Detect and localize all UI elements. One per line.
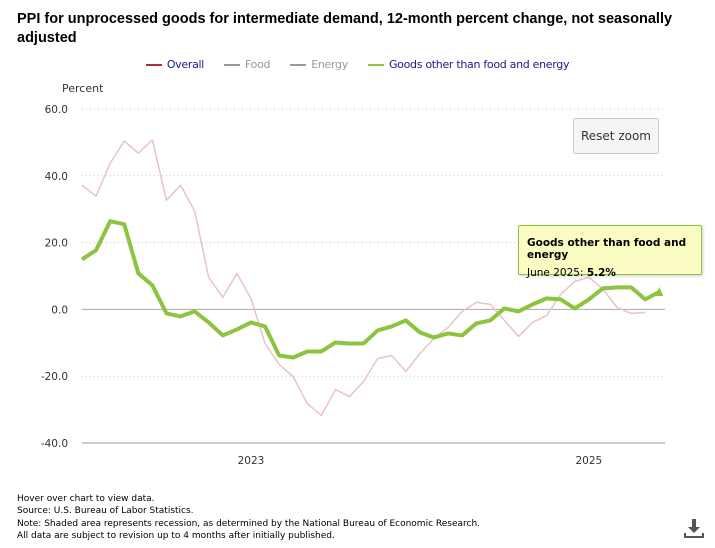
y-tick-label: 40.0 xyxy=(45,171,68,183)
footer-notes: Hover over chart to view data. Source: U… xyxy=(17,493,480,542)
tooltip-value: 5.2% xyxy=(586,267,616,279)
y-axis-label: Percent xyxy=(62,82,104,95)
legend-swatch xyxy=(145,63,162,66)
download-icon[interactable] xyxy=(684,518,704,538)
legend-label: Food xyxy=(245,58,271,71)
y-tick-label: 0.0 xyxy=(51,304,68,316)
legend-item-overall[interactable]: Overall xyxy=(145,58,205,71)
legend-item-food[interactable]: Food xyxy=(224,58,271,71)
y-tick-label: 60.0 xyxy=(45,104,68,116)
tooltip-series: Goods other than food and energy xyxy=(527,237,687,261)
x-tick-label: 2023 xyxy=(238,455,265,467)
footer-source: Source: U.S. Bureau of Labor Statistics. xyxy=(17,506,194,517)
footer-hover-note: Hover over chart to view data. xyxy=(17,494,155,504)
legend-label: Energy xyxy=(311,58,348,71)
y-tick-label: -20.0 xyxy=(41,371,68,383)
legend-swatch xyxy=(224,63,241,66)
tooltip-body: June 2025: 5.2% xyxy=(527,267,693,279)
legend-swatch xyxy=(290,63,307,66)
chart-title: PPI for unprocessed goods for intermedia… xyxy=(17,11,673,46)
tooltip: Goods other than food and energy June 20… xyxy=(518,225,702,279)
legend-item-energy[interactable]: Energy xyxy=(290,58,348,71)
legend-swatch xyxy=(367,63,384,66)
series-line-goods-other xyxy=(80,219,661,360)
y-tick-label: -40.0 xyxy=(41,438,68,450)
reset-zoom-button[interactable]: Reset zoom xyxy=(573,118,659,154)
y-tick-label: 20.0 xyxy=(45,238,68,250)
legend: Overall Food Energy Goods other than foo… xyxy=(0,58,715,71)
legend-label: Goods other than food and energy xyxy=(388,58,570,71)
hover-marker xyxy=(655,287,664,297)
series-line-overall xyxy=(81,139,646,417)
footer-revision-note: All data are subject to revision up to 4… xyxy=(17,530,335,541)
x-tick-label: 2025 xyxy=(576,455,603,467)
tooltip-date: June 2025: xyxy=(527,267,587,279)
footer-recession-note: Note: Shaded area represents recession, … xyxy=(17,518,481,529)
legend-item-goods-other[interactable]: Goods other than food and energy xyxy=(367,58,570,71)
legend-label: Overall xyxy=(166,58,205,71)
